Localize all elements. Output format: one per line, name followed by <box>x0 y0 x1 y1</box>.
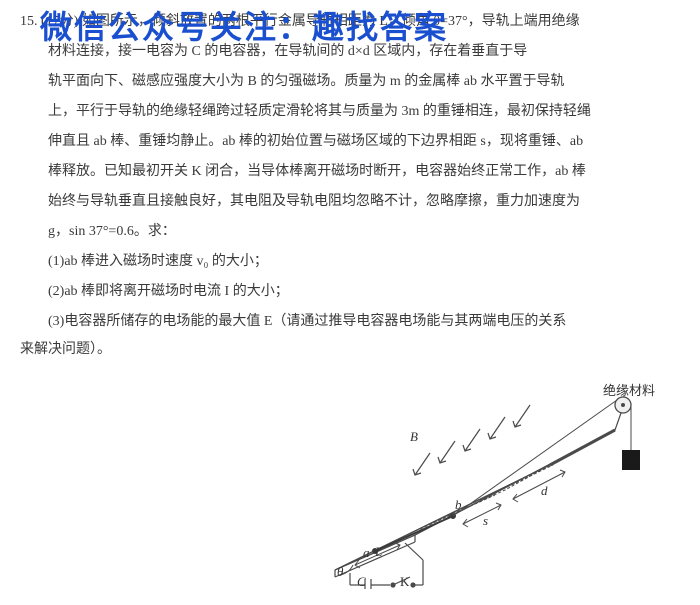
label-a: a <box>363 545 370 561</box>
subquestion-3: (3)电容器所储存的电场能的最大值 E（请通过推导电容器电场能与其两端电压的关系 <box>20 308 680 336</box>
problem-container: 15. (17分) 如图所示，倾斜放置的两根平行金属导轨相距为 L，倾角 θ=3… <box>0 0 700 364</box>
label-C: C <box>357 574 366 590</box>
label-b: b <box>455 497 462 513</box>
label-K: K <box>400 574 409 590</box>
problem-line-5: 棒释放。已知最初开关 K 闭合，当导体棒离开磁场时断开，电容器始终正常工作，ab… <box>20 158 680 186</box>
watermark-text: 微信公众号关注：趣找答案 <box>40 2 448 48</box>
label-B: B <box>410 429 418 445</box>
problem-line-3: 上，平行于导轨的绝缘轻绳跨过轻质定滑轮将其与质量为 3m 的重锤相连，最初保持轻… <box>20 98 680 126</box>
label-s: s <box>483 513 488 529</box>
problem-line-4: 伸直且 ab 棒、重锤均静止。ab 棒的初始位置与磁场区域的下边界相距 s，现将… <box>20 128 680 156</box>
subquestion-2: (2)ab 棒即将离开磁场时电流 I 的大小； <box>20 278 680 306</box>
problem-last-line: 来解决问题）。 <box>20 336 680 364</box>
problem-number: 15. <box>20 14 38 29</box>
subquestion-1: (1)ab 棒进入磁场时速度 v₀ 的大小； <box>20 248 680 276</box>
problem-line-7: g，sin 37°=0.6。求： <box>20 218 680 246</box>
label-d: d <box>541 483 548 499</box>
label-insulator: 绝缘材料 <box>603 380 655 399</box>
problem-line-2: 轨平面向下、磁感应强度大小为 B 的匀强磁场。质量为 m 的金属棒 ab 水平置… <box>20 68 680 96</box>
problem-line-6: 始终与导轨垂直且接触良好，其电阻及导轨电阻均忽略不计，忽略摩擦，重力加速度为 <box>20 188 680 216</box>
label-theta: θ <box>337 564 343 580</box>
problem-figure: 绝缘材料 B a b s d L C K θ <box>315 375 655 590</box>
label-L: L <box>375 544 382 560</box>
